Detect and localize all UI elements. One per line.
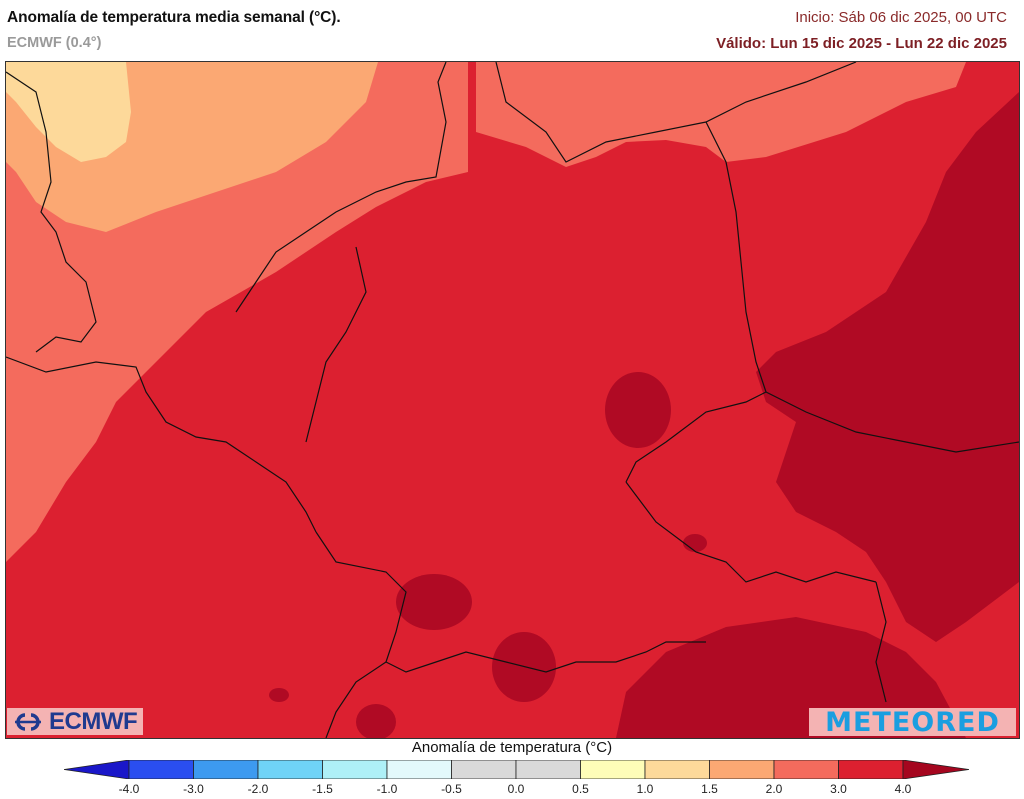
tick-label: -0.5 [441, 782, 462, 796]
init-time: Inicio: Sáb 06 dic 2025, 00 UTC [795, 9, 1007, 26]
map-title: Anomalía de temperatura media semanal (°… [7, 9, 341, 26]
tick-label: 2.0 [765, 782, 783, 796]
meteored-logo: METEORED [809, 706, 1016, 738]
tick-label: -1.5 [312, 782, 333, 796]
valid-period: Válido: Lun 15 dic 2025 - Lun 22 dic 202… [716, 35, 1007, 52]
tick-label: -1.0 [376, 782, 398, 796]
model-subtitle: ECMWF (0.4°) [7, 35, 102, 51]
tick-label: -4.0 [118, 782, 140, 796]
tick-label: -3.0 [183, 782, 204, 796]
colorbar-tick-labels: -4.0 -3.0 -2.0 -1.5 -1.0 -0.5 0.0 0.5 1.… [0, 782, 1024, 798]
colorbar-title: Anomalía de temperatura (°C) [411, 739, 613, 756]
tick-label: 4.0 [894, 782, 912, 796]
tick-label: -2.0 [247, 782, 269, 796]
anomaly-map [5, 61, 1020, 739]
ecmwf-logo: ECMWF [7, 708, 143, 735]
tick-label: 3.0 [830, 782, 847, 796]
meteored-logo-text: METEORED [825, 706, 1000, 738]
colorbar [64, 760, 969, 779]
ecmwf-logo-icon [15, 712, 41, 731]
map-canvas [6, 62, 1019, 738]
ecmwf-logo-text: ECMWF [49, 707, 138, 735]
tick-label: 1.0 [636, 782, 654, 796]
tick-label: 0.0 [507, 782, 525, 796]
tick-label: 0.5 [572, 782, 589, 796]
tick-label: 1.5 [701, 782, 718, 796]
